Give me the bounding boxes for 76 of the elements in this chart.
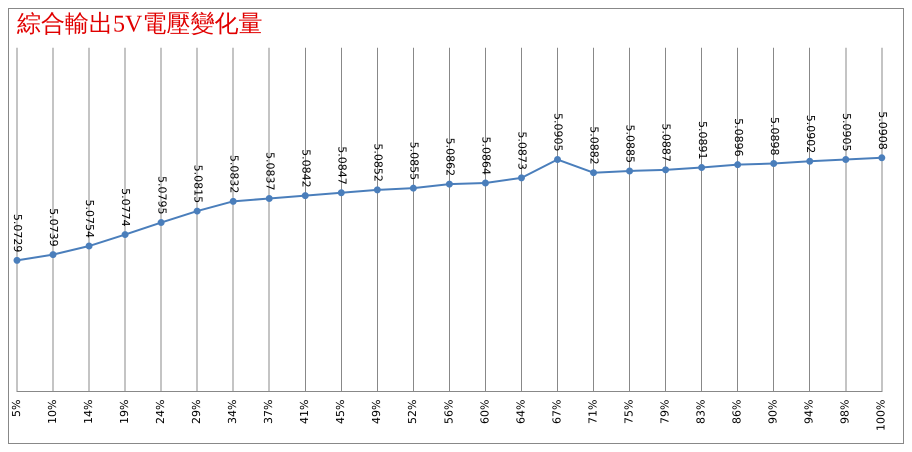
- x-tick-label: 14%: [82, 400, 95, 424]
- x-tick-label: 79%: [658, 400, 672, 424]
- point: [374, 186, 381, 194]
- data-label: 5.0774: [119, 188, 132, 227]
- point: [626, 167, 634, 174]
- data-label: 5.0882: [588, 126, 601, 165]
- data-label: 5.0847: [335, 146, 348, 185]
- point: [50, 251, 57, 258]
- data-label: 5.0795: [155, 176, 168, 215]
- x-tick-label: 19%: [118, 400, 131, 424]
- data-label: 5.0885: [624, 124, 637, 163]
- point: [446, 180, 453, 188]
- data-label: 5.0908: [876, 111, 889, 150]
- data-label: 5.0896: [732, 118, 745, 157]
- x-tick-label: 56%: [442, 400, 456, 424]
- x-tick-label: 49%: [370, 400, 384, 424]
- point: [734, 161, 742, 168]
- x-tick-label: 52%: [406, 400, 420, 424]
- point: [338, 189, 345, 196]
- point: [14, 256, 20, 264]
- point: [662, 166, 670, 174]
- data-label: 5.0739: [47, 208, 60, 247]
- point: [158, 219, 165, 226]
- x-tick-label: 34%: [226, 400, 240, 424]
- x-tick-label: 75%: [622, 400, 636, 424]
- data-label: 5.0905: [552, 113, 565, 152]
- point: [770, 160, 778, 168]
- point: [842, 156, 850, 164]
- data-label: 5.0855: [408, 142, 421, 180]
- point: [590, 169, 598, 176]
- x-tick-label: 5%: [10, 400, 23, 418]
- x-tick-label: 64%: [514, 400, 528, 424]
- x-tick-label: 94%: [802, 400, 816, 424]
- data-label: 5.0837: [263, 152, 276, 190]
- chart-title: 綜合輸出5V電壓變化量: [16, 12, 262, 38]
- x-tick-label: 29%: [190, 400, 204, 424]
- x-tick-label: 71%: [586, 400, 600, 424]
- point: [482, 180, 489, 187]
- x-tick-label: 60%: [478, 400, 492, 424]
- point: [230, 198, 237, 205]
- x-tick-label: 90%: [766, 400, 780, 424]
- data-label: 5.0842: [299, 149, 312, 188]
- point: [266, 194, 273, 202]
- data-label: 5.0873: [516, 131, 529, 170]
- x-tick-label: 41%: [298, 400, 312, 424]
- x-tick-label: 83%: [694, 400, 708, 424]
- point: [122, 231, 129, 238]
- data-label: 5.0754: [83, 200, 96, 238]
- x-tick-label: 37%: [262, 400, 276, 424]
- data-label: 5.0891: [696, 121, 709, 160]
- data-label: 5.0864: [480, 136, 493, 176]
- x-tick-label: 86%: [730, 400, 744, 424]
- data-label: 5.0852: [371, 143, 384, 182]
- data-label: 5.0898: [768, 117, 781, 156]
- data-label: 5.0905: [840, 113, 853, 152]
- data-label: 5.0729: [11, 214, 24, 252]
- x-tick-label: 67%: [550, 400, 564, 424]
- point: [302, 192, 309, 200]
- x-tick-label: 100%: [874, 400, 888, 432]
- point: [410, 184, 417, 192]
- x-tick-label: 45%: [334, 400, 348, 424]
- data-label: 5.0832: [227, 154, 240, 194]
- x-tick-label: 98%: [838, 400, 852, 424]
- x-tick-label: 24%: [154, 400, 167, 424]
- x-tick-label: 10%: [46, 400, 59, 424]
- point: [698, 164, 706, 172]
- point: [194, 208, 201, 215]
- point: [86, 242, 93, 250]
- data-label: 5.0862: [444, 138, 457, 176]
- point: [518, 174, 525, 182]
- data-label: 5.0902: [804, 114, 817, 154]
- data-label: 5.0815: [191, 164, 204, 204]
- point: [806, 158, 814, 165]
- data-label: 5.0887: [660, 123, 673, 162]
- point: [554, 156, 561, 164]
- point: [878, 154, 886, 162]
